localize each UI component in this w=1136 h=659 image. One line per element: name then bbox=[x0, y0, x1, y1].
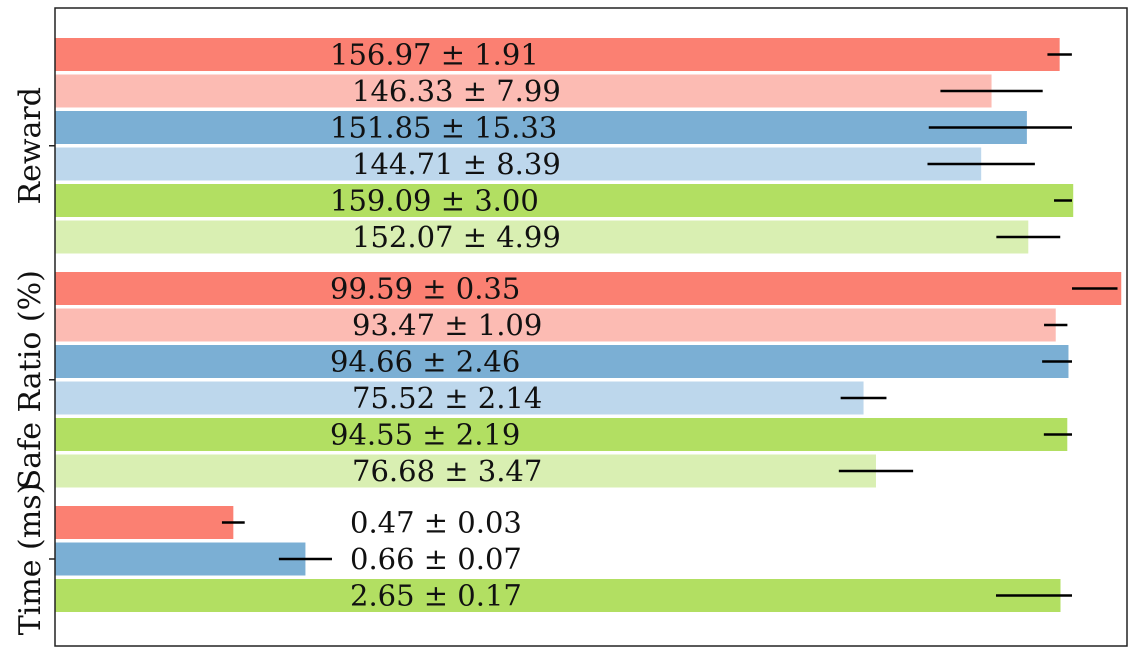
bar bbox=[55, 345, 1069, 378]
bar bbox=[55, 579, 1061, 612]
bar bbox=[55, 147, 982, 181]
bar bbox=[55, 272, 1122, 305]
group-label: Time (ms) bbox=[13, 483, 48, 636]
plot-frame bbox=[54, 7, 1128, 647]
data-label: 146.33 ± 7.99 bbox=[352, 74, 561, 108]
bar bbox=[55, 38, 1060, 71]
bar bbox=[55, 111, 1027, 144]
data-label: 2.65 ± 0.17 bbox=[350, 579, 522, 613]
data-label: 156.97 ± 1.91 bbox=[330, 38, 539, 72]
bar bbox=[55, 381, 864, 415]
data-label: 0.66 ± 0.07 bbox=[350, 542, 522, 576]
bar bbox=[55, 542, 306, 576]
data-label: 94.55 ± 2.19 bbox=[330, 418, 520, 452]
bar bbox=[55, 506, 234, 539]
data-label: 144.71 ± 8.39 bbox=[352, 147, 561, 181]
data-label: 99.59 ± 0.35 bbox=[330, 272, 520, 306]
group-label: Reward bbox=[13, 87, 48, 204]
error-bars-layer bbox=[221, 53, 1118, 597]
data-label: 93.47 ± 1.09 bbox=[352, 308, 542, 342]
group-labels-layer: Reward Safe Ratio (%)Time (ms) bbox=[13, 87, 48, 635]
data-label: 76.68 ± 3.47 bbox=[352, 454, 542, 488]
bar bbox=[55, 220, 1029, 254]
y-ticks-layer bbox=[49, 145, 55, 560]
data-label: 151.85 ± 15.33 bbox=[330, 111, 557, 145]
data-label: 159.09 ± 3.00 bbox=[330, 184, 539, 218]
data-label: 0.47 ± 0.03 bbox=[350, 506, 522, 540]
bar bbox=[55, 184, 1074, 217]
bar bbox=[55, 74, 992, 108]
bars-layer bbox=[55, 38, 1122, 612]
data-label: 75.52 ± 2.14 bbox=[352, 381, 542, 415]
data-label: 94.66 ± 2.46 bbox=[330, 345, 520, 379]
bar bbox=[55, 418, 1068, 451]
group-label: Safe Ratio (%) bbox=[13, 270, 48, 489]
data-label: 152.07 ± 4.99 bbox=[352, 220, 561, 254]
bar bbox=[55, 308, 1056, 342]
bar bbox=[55, 454, 876, 488]
